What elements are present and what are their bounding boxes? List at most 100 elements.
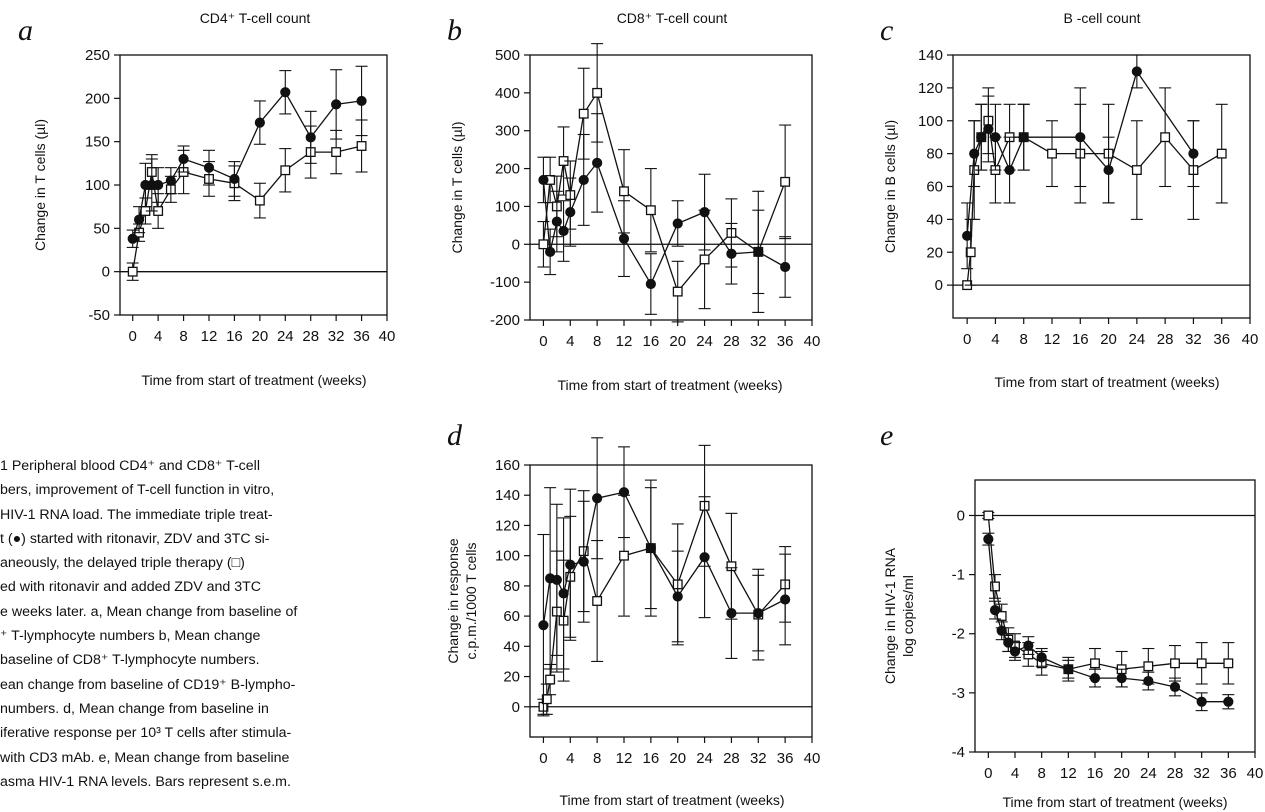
x-tick-label: 24 xyxy=(696,750,713,767)
x-tick-label: 12 xyxy=(1044,331,1061,348)
data-point-filled xyxy=(753,246,764,257)
caption-line: with CD3 mAb. e, Mean change from baseli… xyxy=(0,749,290,766)
panel-letter: d xyxy=(447,419,463,452)
caption-line: ean change from baseline of CD19⁺ B-lymp… xyxy=(0,676,296,693)
caption-line: 1 Peripheral blood CD4⁺ and CD8⁺ T-cell xyxy=(0,458,260,474)
data-point-filled xyxy=(1169,681,1181,693)
y-tick-label: -1 xyxy=(952,567,965,584)
x-tick-label: 24 xyxy=(1140,765,1157,782)
x-tick-label: 4 xyxy=(566,750,574,767)
series-line xyxy=(987,539,1229,703)
data-point-open xyxy=(1131,165,1142,176)
panel-letter: a xyxy=(18,14,33,47)
data-point-open xyxy=(699,254,710,265)
x-tick-label: 12 xyxy=(616,333,633,350)
x-tick-label: 40 xyxy=(379,328,396,345)
x-tick-label: 20 xyxy=(1113,765,1130,782)
y-tick-label: 40 xyxy=(926,211,943,228)
data-point-filled xyxy=(1063,664,1074,675)
y-tick-label: 120 xyxy=(495,517,520,534)
y-tick-label: -100 xyxy=(490,274,520,291)
y-tick-label: 150 xyxy=(85,134,110,151)
y-tick-label: -2 xyxy=(952,626,965,643)
data-point-open xyxy=(619,550,629,561)
y-tick-label: 140 xyxy=(495,487,520,504)
data-point-filled xyxy=(699,552,710,563)
data-point-filled xyxy=(565,207,576,218)
x-tick-label: 32 xyxy=(1193,765,1210,782)
y-tick-label: 100 xyxy=(918,113,943,130)
data-point-filled xyxy=(989,604,1001,616)
x-tick-label: 28 xyxy=(723,750,740,767)
x-axis-label: Time from start of treatment (weeks) xyxy=(1002,794,1227,810)
panel-letter: b xyxy=(447,14,462,47)
data-point-filled xyxy=(551,574,562,585)
x-tick-label: 0 xyxy=(984,765,992,782)
series-line xyxy=(132,145,362,272)
x-tick-label: 32 xyxy=(750,750,767,767)
data-point-open xyxy=(331,147,342,158)
data-point-filled xyxy=(203,162,215,173)
y-axis-label: Change in T cells (µl) xyxy=(449,121,465,253)
x-tick-label: 20 xyxy=(669,750,686,767)
data-point-filled xyxy=(983,123,994,135)
x-tick-label: 8 xyxy=(179,328,187,345)
caption-line: e weeks later. a, Mean change from basel… xyxy=(0,603,298,620)
data-point-filled xyxy=(962,230,973,241)
data-point-open xyxy=(990,581,1000,592)
data-point-open xyxy=(578,108,589,119)
x-tick-label: 40 xyxy=(804,750,821,767)
x-tick-label: 4 xyxy=(1011,765,1019,782)
data-point-open xyxy=(1223,658,1234,669)
data-point-filled xyxy=(1004,164,1015,176)
data-point-filled xyxy=(699,207,710,218)
y-tick-label: 0 xyxy=(957,507,965,524)
y-axis-label: Change in HIV-1 RNA xyxy=(882,547,898,684)
data-point-open xyxy=(280,165,291,176)
data-point-open xyxy=(983,510,994,521)
x-tick-label: 32 xyxy=(1185,331,1202,348)
x-tick-label: 40 xyxy=(1247,765,1264,782)
data-point-filled xyxy=(254,117,265,128)
x-tick-label: 4 xyxy=(154,328,162,345)
data-point-filled xyxy=(969,148,980,159)
x-tick-label: 36 xyxy=(1220,765,1237,782)
x-axis-label: Time from start of treatment (weeks) xyxy=(141,372,366,388)
data-point-filled xyxy=(153,179,164,191)
data-point-filled xyxy=(1223,696,1234,707)
caption-line: iferative response per 10³ T cells after… xyxy=(0,725,292,742)
data-point-open xyxy=(1143,661,1154,672)
x-tick-label: 36 xyxy=(353,328,370,345)
x-tick-label: 36 xyxy=(777,750,794,767)
y-axis-label: Change in response xyxy=(445,538,461,664)
x-tick-label: 8 xyxy=(593,333,601,350)
y-tick-label: 160 xyxy=(495,457,520,474)
data-point-filled xyxy=(1131,66,1142,77)
data-point-filled xyxy=(1143,675,1154,687)
chart-panel-d: d 0 20 40 60 80 100 120 140 160 0 4 8 12 16 20 24 28 32 36 4… xyxy=(445,419,820,808)
data-point-filled xyxy=(305,132,316,143)
data-point-filled xyxy=(618,233,630,244)
data-point-open xyxy=(619,186,629,197)
x-tick-label: 0 xyxy=(539,750,547,767)
x-tick-label: 12 xyxy=(1060,765,1077,782)
data-point-filled xyxy=(983,534,994,545)
x-axis-label: Time from start of treatment (weeks) xyxy=(557,377,782,393)
data-point-filled xyxy=(1188,148,1199,159)
data-point-filled xyxy=(1103,164,1114,176)
y-tick-label: 60 xyxy=(503,608,520,625)
chart-title: CD4⁺ T-cell count xyxy=(200,10,311,26)
y-axis-label: Change in B cells (µl) xyxy=(882,120,898,253)
caption-line: ⁺ T-lymphocyte numbers b, Mean change xyxy=(0,628,261,645)
x-tick-label: 20 xyxy=(252,328,269,345)
data-point-filled xyxy=(1196,696,1207,707)
x-tick-label: 16 xyxy=(643,750,660,767)
y-tick-label: 0 xyxy=(512,699,520,716)
x-axis-label: Time from start of treatment (weeks) xyxy=(559,792,784,808)
y-tick-label: 100 xyxy=(495,548,520,565)
y-tick-label: 20 xyxy=(503,669,520,686)
data-point-filled xyxy=(133,214,145,225)
x-tick-label: 16 xyxy=(1087,765,1104,782)
data-point-filled xyxy=(645,278,656,290)
